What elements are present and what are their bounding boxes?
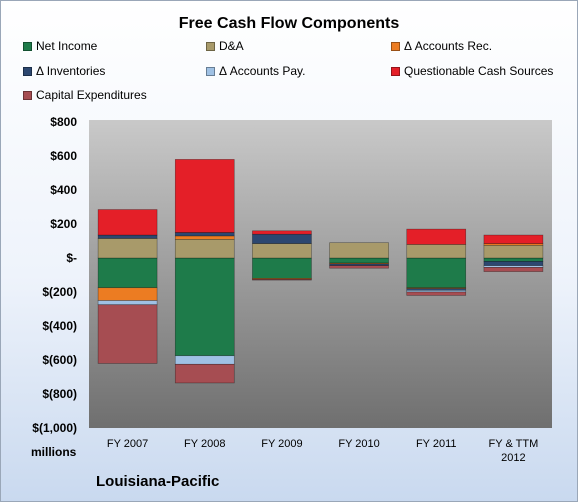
legend-label: Capital Expenditures: [36, 88, 147, 102]
bar-segment: [483, 244, 544, 259]
bar-segment: [406, 291, 467, 296]
legend-item-capex: Capital Expenditures: [23, 88, 147, 102]
bar-segment: [174, 355, 235, 365]
bar-segment: [406, 228, 467, 245]
legend-swatch: [391, 66, 400, 76]
bar-segment: [483, 261, 544, 266]
legend-item-questionable-cash: Questionable Cash Sources: [391, 64, 553, 78]
bar-segment: [329, 257, 389, 264]
y-tick-label: $(400): [42, 319, 77, 333]
bar-segment: [252, 243, 312, 259]
legend-swatch: [23, 90, 32, 100]
y-tick-label: $(200): [42, 285, 77, 299]
y-tick-label: $-: [66, 251, 77, 265]
x-tick-label: 2012: [501, 452, 525, 464]
legend-swatch: [206, 66, 215, 76]
bar-segment: [252, 233, 312, 244]
x-tick-label: FY 2010: [338, 438, 379, 450]
bar-segment: [97, 257, 158, 289]
bar-segment: [174, 257, 235, 357]
legend-label: Δ Inventories: [36, 64, 106, 78]
legend-item-accounts-rec: Δ Accounts Rec.: [391, 39, 492, 53]
bar-segment: [406, 244, 467, 259]
legend-swatch: [23, 66, 32, 76]
bar-segment: [97, 234, 158, 239]
bar-segment: [483, 267, 544, 272]
bar-segment: [174, 235, 235, 240]
legend-item-net-income: Net Income: [23, 39, 97, 53]
y-tick-label: $600: [50, 149, 77, 163]
legend-swatch: [23, 41, 32, 51]
bar-segment: [97, 209, 158, 236]
chart-title: Free Cash Flow Components: [178, 15, 400, 32]
x-tick-label: FY 2008: [184, 438, 225, 450]
bar-segment: [174, 363, 235, 384]
x-tick-label: FY 2007: [107, 438, 148, 450]
legend-label: D&A: [219, 39, 244, 53]
legend-label: Questionable Cash Sources: [404, 64, 554, 78]
legend-item-accounts-pay: Δ Accounts Pay.: [206, 64, 306, 78]
bar-segment: [97, 287, 158, 301]
bar-segment: [97, 238, 158, 259]
units-label: millions: [31, 445, 77, 459]
bar-segment: [406, 257, 467, 289]
bar-segment: [252, 230, 312, 235]
bar-segment: [174, 159, 235, 233]
legend-item-da: D&A: [206, 39, 244, 53]
bar-segment: [252, 278, 312, 281]
x-tick-label: FY 2011: [416, 438, 457, 450]
plot-area: [89, 120, 552, 428]
bar-segment: [483, 257, 544, 262]
bar-segment: [97, 300, 158, 306]
bar-segment: [97, 304, 158, 364]
legend-swatch: [391, 41, 400, 51]
legend-label: Net Income: [36, 39, 98, 53]
bar-segment: [174, 232, 235, 237]
bar-segment: [252, 257, 312, 279]
y-tick-label: $800: [50, 115, 77, 129]
y-tick-label: $(800): [42, 387, 77, 401]
x-tick-label: FY 2009: [261, 438, 302, 450]
x-tick-label: FY & TTM: [489, 438, 539, 450]
legend-swatch: [206, 41, 215, 51]
y-tick-label: $400: [50, 183, 77, 197]
bar-segment: [329, 265, 389, 269]
y-tick-label: $200: [50, 217, 77, 231]
legend-item-inventories: Δ Inventories: [23, 64, 105, 78]
bar-segment: [483, 234, 544, 244]
bar-segment: [329, 242, 389, 259]
y-tick-label: $(600): [42, 353, 77, 367]
company-name: Louisiana-Pacific: [96, 473, 220, 490]
legend-label: Δ Accounts Rec.: [404, 39, 493, 53]
y-tick-label: $(1,000): [32, 421, 77, 435]
legend-label: Δ Accounts Pay.: [219, 64, 306, 78]
bar-segment: [174, 239, 235, 259]
